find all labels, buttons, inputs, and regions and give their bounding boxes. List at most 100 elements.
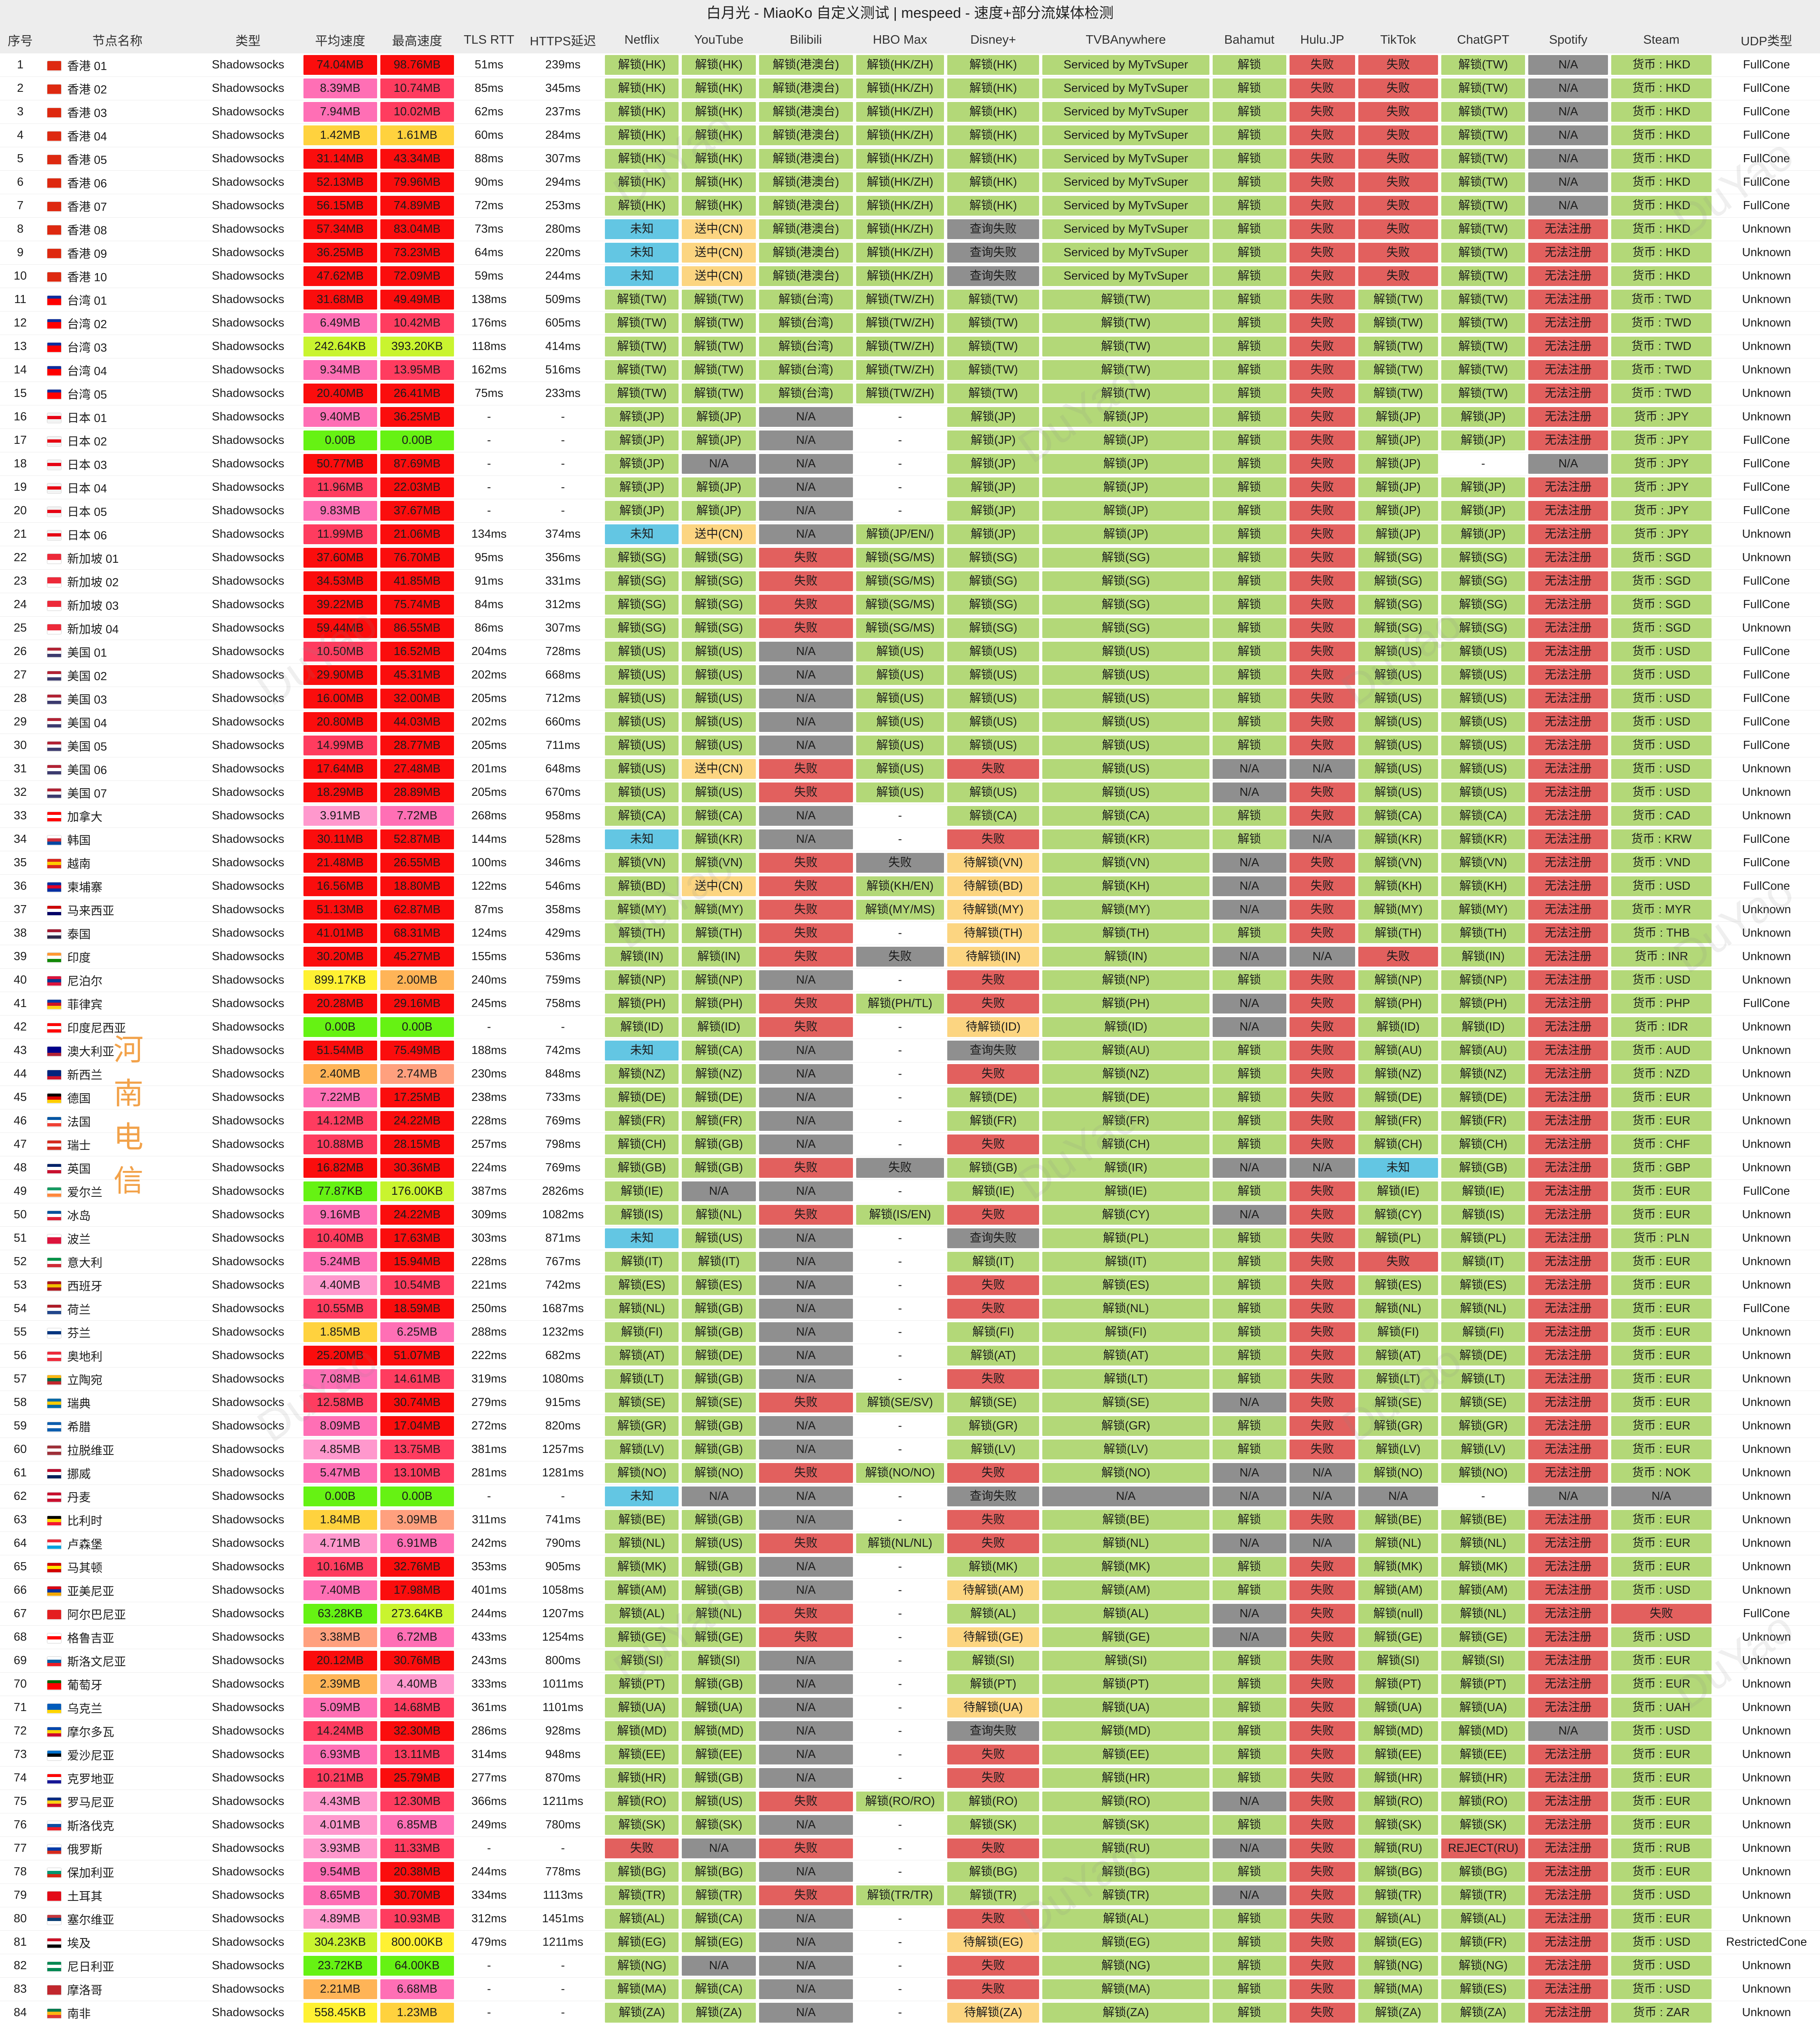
cell-youtube-pill: 解锁(GB) <box>682 1134 756 1154</box>
cell-index: 45 <box>0 1086 41 1109</box>
cell-avg-speed-pill: 10.40MB <box>303 1228 377 1248</box>
cell-hulu-jp: 失败 <box>1288 1907 1357 1931</box>
cell-spotify: 无法注册 <box>1527 851 1610 875</box>
cell-index: 73 <box>0 1743 41 1766</box>
cell-hbo-max-pill: 解锁(TR/TR) <box>856 1885 944 1905</box>
cell-disney-plus: 失败 <box>945 1907 1041 1931</box>
cell-youtube-pill: 解锁(GB) <box>682 1369 756 1389</box>
cell-steam-pill: 货币 : HKD <box>1611 243 1712 263</box>
cell-tvbanywhere-pill: 解锁(JP) <box>1042 454 1209 474</box>
cell-max-speed-pill: 37.67MB <box>380 501 454 521</box>
cell-netflix: 解锁(AL) <box>603 1907 681 1931</box>
cell-hulu-jp-pill: N/A <box>1289 1463 1355 1483</box>
cell-max-speed: 6.25MB <box>378 1320 456 1344</box>
cell-node-name: 香港 08 <box>40 217 195 241</box>
cell-hulu-jp-pill: 失败 <box>1289 1768 1355 1788</box>
cell-tvbanywhere-pill: 解锁(IE) <box>1042 1181 1209 1201</box>
cell-max-speed-pill: 17.98MB <box>380 1580 454 1600</box>
cell-tls-rtt: 91ms <box>455 569 523 593</box>
cell-bahamut: N/A <box>1211 1602 1288 1626</box>
cell-netflix-pill: 解锁(TW) <box>605 360 679 380</box>
cell-udp-type: FullCone <box>1713 569 1820 593</box>
cell-hbo-max-pill: 解锁(HK/ZH) <box>856 102 944 122</box>
cell-node-name: 新加坡 04 <box>40 616 195 640</box>
cell-tvbanywhere: 解锁(TW) <box>1041 358 1211 382</box>
cell-hbo-max: 解锁(SG/MS) <box>854 616 946 640</box>
cell-avg-speed-pill: 34.53MB <box>303 571 377 591</box>
cell-hulu-jp-pill: 失败 <box>1289 736 1355 755</box>
cell-avg-speed-pill: 7.94MB <box>303 102 377 122</box>
cell-tvbanywhere-pill: 解锁(IN) <box>1042 947 1209 967</box>
cell-bilibili: N/A <box>757 1320 855 1344</box>
cell-bilibili-pill: N/A <box>759 806 853 826</box>
cell-steam: 货币 : IDR <box>1610 1015 1713 1039</box>
table-row: 13 台湾 03 Shadowsocks 242.64KB 393.20KB 118ms 4… <box>0 335 1820 358</box>
cell-netflix-pill: 解锁(AM) <box>605 1580 679 1600</box>
cell-steam-pill: 货币 : JPY <box>1611 501 1712 521</box>
cell-tvbanywhere-pill: 解锁(SE) <box>1042 1393 1209 1412</box>
cell-steam-pill: 货币 : HKD <box>1611 55 1712 75</box>
cell-node-name: 菲律宾 <box>40 992 195 1016</box>
cell-spotify-pill: N/A <box>1528 55 1608 75</box>
cell-bahamut: 解锁 <box>1211 1696 1288 1720</box>
cell-tiktok-pill: 未知 <box>1358 1158 1438 1178</box>
cell-tvbanywhere-pill: 解锁(TR) <box>1042 1885 1209 1905</box>
cell-bilibili: N/A <box>757 968 855 992</box>
node-name-label: 新加坡 01 <box>67 552 119 566</box>
cell-type: Shadowsocks <box>194 1461 302 1485</box>
cell-bahamut-pill: 解锁 <box>1212 55 1286 75</box>
cell-bilibili: N/A <box>757 1226 855 1250</box>
cell-udp-type: Unknown <box>1713 1367 1820 1391</box>
cell-bilibili: N/A <box>757 1696 855 1720</box>
cell-max-speed-pill: 86.55MB <box>380 618 454 638</box>
cell-bahamut-pill: 解锁 <box>1212 407 1286 427</box>
cell-hulu-jp-pill: 失败 <box>1289 407 1355 427</box>
cell-disney-plus: 失败 <box>945 1508 1041 1532</box>
cell-tvbanywhere-pill: 解锁(SG) <box>1042 548 1209 568</box>
cell-bilibili: N/A <box>757 499 855 523</box>
country-flag-icon <box>47 84 62 95</box>
cell-disney-plus: 失败 <box>945 1766 1041 1790</box>
cell-bahamut-pill: 解锁 <box>1212 548 1286 568</box>
cell-disney-plus: 待解锁(EG) <box>945 1930 1041 1954</box>
node-name-label: 香港 06 <box>67 177 107 190</box>
cell-hbo-max-pill: 解锁(US) <box>856 736 944 755</box>
cell-https-latency: 668ms <box>522 663 604 687</box>
cell-avg-speed: 4.40MB <box>301 1273 379 1297</box>
cell-avg-speed: 29.90MB <box>301 663 379 687</box>
cell-https-latency: 769ms <box>522 1109 604 1133</box>
cell-chatgpt-pill: 解锁(US) <box>1441 712 1525 732</box>
cell-max-speed-pill: 13.75MB <box>380 1440 454 1459</box>
cell-spotify-pill: 无法注册 <box>1528 829 1608 849</box>
cell-udp-type: Unknown <box>1713 1813 1820 1837</box>
cell-disney-plus-pill: 失败 <box>947 829 1039 849</box>
cell-hulu-jp: 失败 <box>1288 147 1357 171</box>
cell-tiktok: 解锁(TW) <box>1356 335 1440 358</box>
cell-index: 63 <box>0 1508 41 1532</box>
cell-bilibili: N/A <box>757 428 855 452</box>
cell-netflix-pill: 解锁(JP) <box>605 454 679 474</box>
cell-disney-plus: 失败 <box>945 992 1041 1016</box>
cell-max-speed-pill: 1.23MB <box>380 2003 454 2023</box>
cell-bahamut-pill: 解锁 <box>1212 1674 1286 1694</box>
country-flag-icon <box>47 1187 62 1198</box>
cell-netflix: 解锁(US) <box>603 780 681 804</box>
cell-hulu-jp-pill: 失败 <box>1289 1275 1355 1295</box>
cell-steam-pill: 货币 : USD <box>1611 689 1712 708</box>
cell-max-speed: 10.54MB <box>378 1273 456 1297</box>
cell-spotify-pill: 无法注册 <box>1528 1885 1608 1905</box>
cell-bilibili: N/A <box>757 1086 855 1109</box>
cell-hbo-max-pill: 解锁(MY/MS) <box>856 900 944 920</box>
cell-disney-plus-pill: 解锁(CA) <box>947 806 1039 826</box>
cell-tvbanywhere-pill: 解锁(TW) <box>1042 313 1209 333</box>
cell-tiktok-pill: 解锁(US) <box>1358 665 1438 685</box>
cell-max-speed: 6.91MB <box>378 1531 456 1555</box>
cell-index: 71 <box>0 1696 41 1720</box>
cell-tiktok: 解锁(SG) <box>1356 593 1440 617</box>
cell-avg-speed-pill: 14.12MB <box>303 1111 377 1131</box>
cell-hulu-jp: 失败 <box>1288 194 1357 218</box>
cell-netflix-pill: 解锁(US) <box>605 665 679 685</box>
cell-chatgpt: 解锁(ES) <box>1440 1273 1527 1297</box>
cell-youtube: 解锁(HK) <box>680 100 757 124</box>
cell-type: Shadowsocks <box>194 1273 302 1297</box>
